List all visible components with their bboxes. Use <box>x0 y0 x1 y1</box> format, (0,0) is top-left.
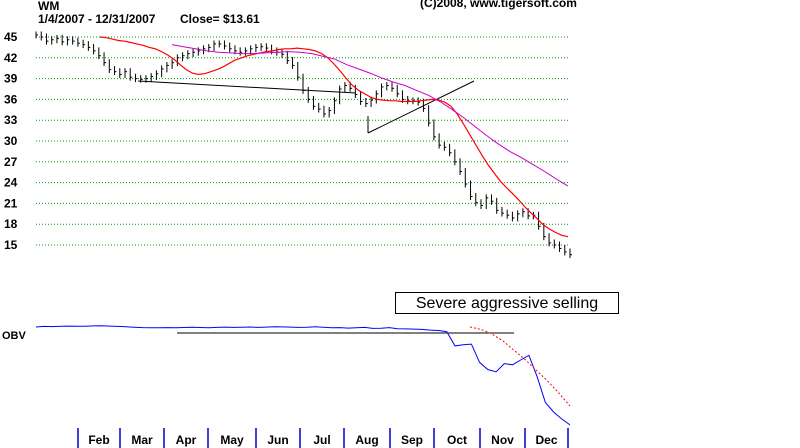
obv-label: OBV <box>2 330 26 342</box>
month-label: Oct <box>447 433 467 447</box>
price-series <box>35 31 572 259</box>
month-label: Sep <box>401 433 423 447</box>
y-tick-label: 21 <box>4 196 18 210</box>
annotation-box: Severe aggressive selling <box>395 292 619 314</box>
month-label: Nov <box>491 433 514 447</box>
copyright-label: (C)2008, www.tigersoft.com <box>420 0 577 10</box>
y-tick-label: 30 <box>4 134 18 148</box>
month-label: Mar <box>131 433 153 447</box>
month-label: Jun <box>267 433 288 447</box>
ticker-label: WM <box>38 0 60 13</box>
y-tick-label: 27 <box>4 155 18 169</box>
ma-short-line <box>99 36 569 238</box>
y-tick-label: 36 <box>4 92 18 106</box>
month-axis: Feb Mar Apr May Jun Jul Aug Sep Oct Nov Dec <box>77 428 569 448</box>
price-grid <box>36 36 570 246</box>
price-y-axis: 45 42 39 36 33 30 27 24 21 18 15 <box>4 30 18 252</box>
month-label: Jul <box>313 433 330 447</box>
ma-long-line <box>171 44 569 187</box>
y-tick-label: 15 <box>4 238 18 252</box>
date-range-label: 1/4/2007 - 12/31/2007 <box>38 12 156 26</box>
month-label: Aug <box>355 433 378 447</box>
month-label: May <box>220 433 244 447</box>
month-label: Dec <box>535 433 557 447</box>
obv-series <box>35 325 571 426</box>
y-tick-label: 42 <box>4 51 18 65</box>
close-price-label: Close= $13.61 <box>180 12 260 26</box>
y-tick-label: 45 <box>4 30 18 44</box>
y-tick-label: 39 <box>4 72 18 86</box>
obv-line <box>35 325 571 426</box>
triangle-lower-trendline <box>367 80 475 134</box>
obv-ma-line <box>469 326 571 407</box>
support-trendline <box>137 80 357 94</box>
y-tick-label: 18 <box>4 217 18 231</box>
month-label: Feb <box>88 433 109 447</box>
y-tick-label: 33 <box>4 113 18 127</box>
y-tick-label: 24 <box>4 176 18 190</box>
month-label: Apr <box>176 433 197 447</box>
